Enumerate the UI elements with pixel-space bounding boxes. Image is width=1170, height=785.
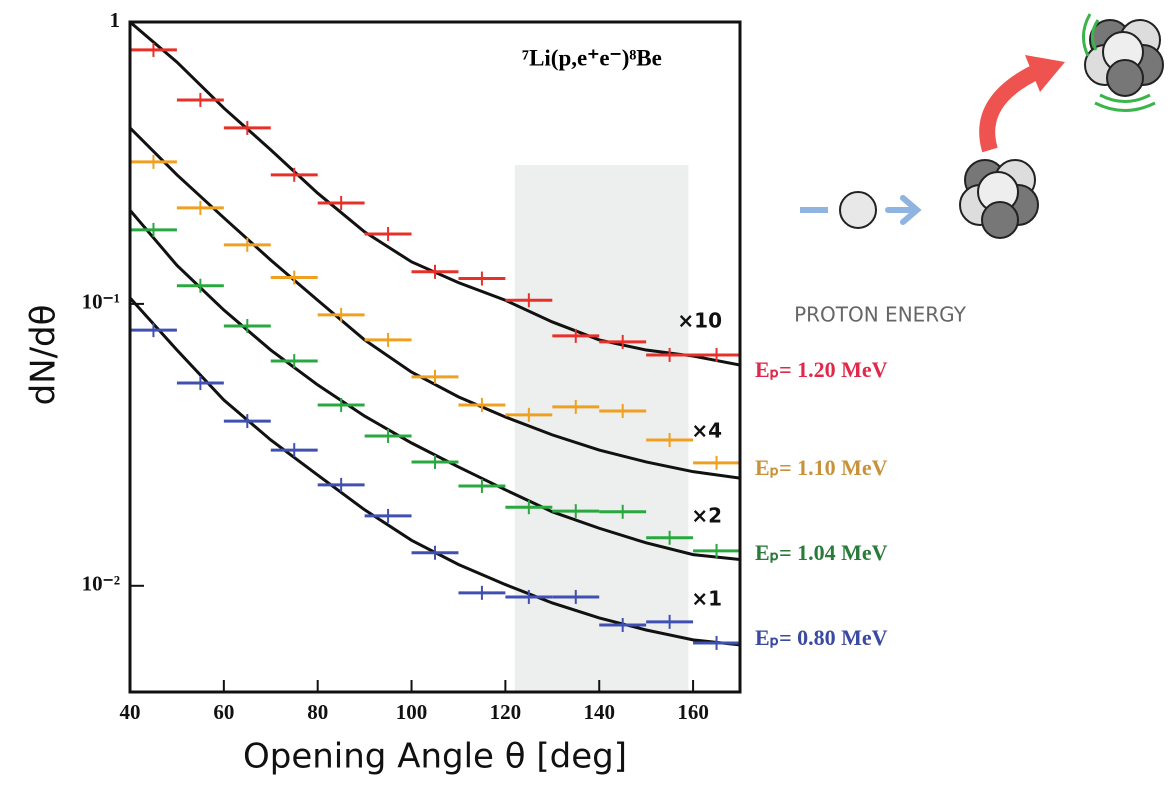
fit-curve xyxy=(130,126,740,480)
y-tick-label: 10⁻² xyxy=(82,572,120,596)
proton-icon xyxy=(839,191,877,229)
y-axis-label: dN/dθ xyxy=(24,305,64,406)
legend-title: PROTON ENERGY xyxy=(794,303,967,327)
y-tick-label: 1 xyxy=(110,8,121,32)
legend-label: Eₚ= 1.10 MeV xyxy=(755,455,888,480)
excite-arrowhead xyxy=(1025,55,1065,92)
decor-icons xyxy=(800,13,1164,239)
factor-label: ×10 xyxy=(677,309,722,333)
factor-label: ×2 xyxy=(691,504,722,528)
x-tick-label: 80 xyxy=(307,700,328,724)
x-axis-label: Opening Angle θ [deg] xyxy=(243,737,627,777)
factor-label: ×4 xyxy=(691,419,722,443)
legend-label: Eₚ= 0.80 MeV xyxy=(755,625,888,650)
chart-title: ⁷Li(p,e⁺e⁻)⁸Be xyxy=(522,45,662,70)
legend-label: Eₚ= 1.04 MeV xyxy=(755,540,888,565)
factor-label: ×1 xyxy=(691,587,722,611)
excited-nucleus-icon xyxy=(1084,19,1164,97)
legend-label: Eₚ= 1.20 MeV xyxy=(755,357,888,382)
x-tick-label: 60 xyxy=(213,700,234,724)
excite-arrow xyxy=(979,62,1044,153)
proton-arrow xyxy=(885,195,922,225)
x-tick-label: 160 xyxy=(677,700,709,724)
x-tick-label: 120 xyxy=(490,700,522,724)
x-tick-label: 40 xyxy=(120,700,141,724)
highlight-band xyxy=(514,165,689,692)
y-tick-label: 10⁻¹ xyxy=(82,290,120,314)
emission-arcs xyxy=(1082,13,1156,112)
nucleus-icon xyxy=(959,159,1039,239)
x-tick-label: 100 xyxy=(396,700,428,724)
x-tick-label: 140 xyxy=(583,700,615,724)
plot-frame xyxy=(128,20,742,694)
